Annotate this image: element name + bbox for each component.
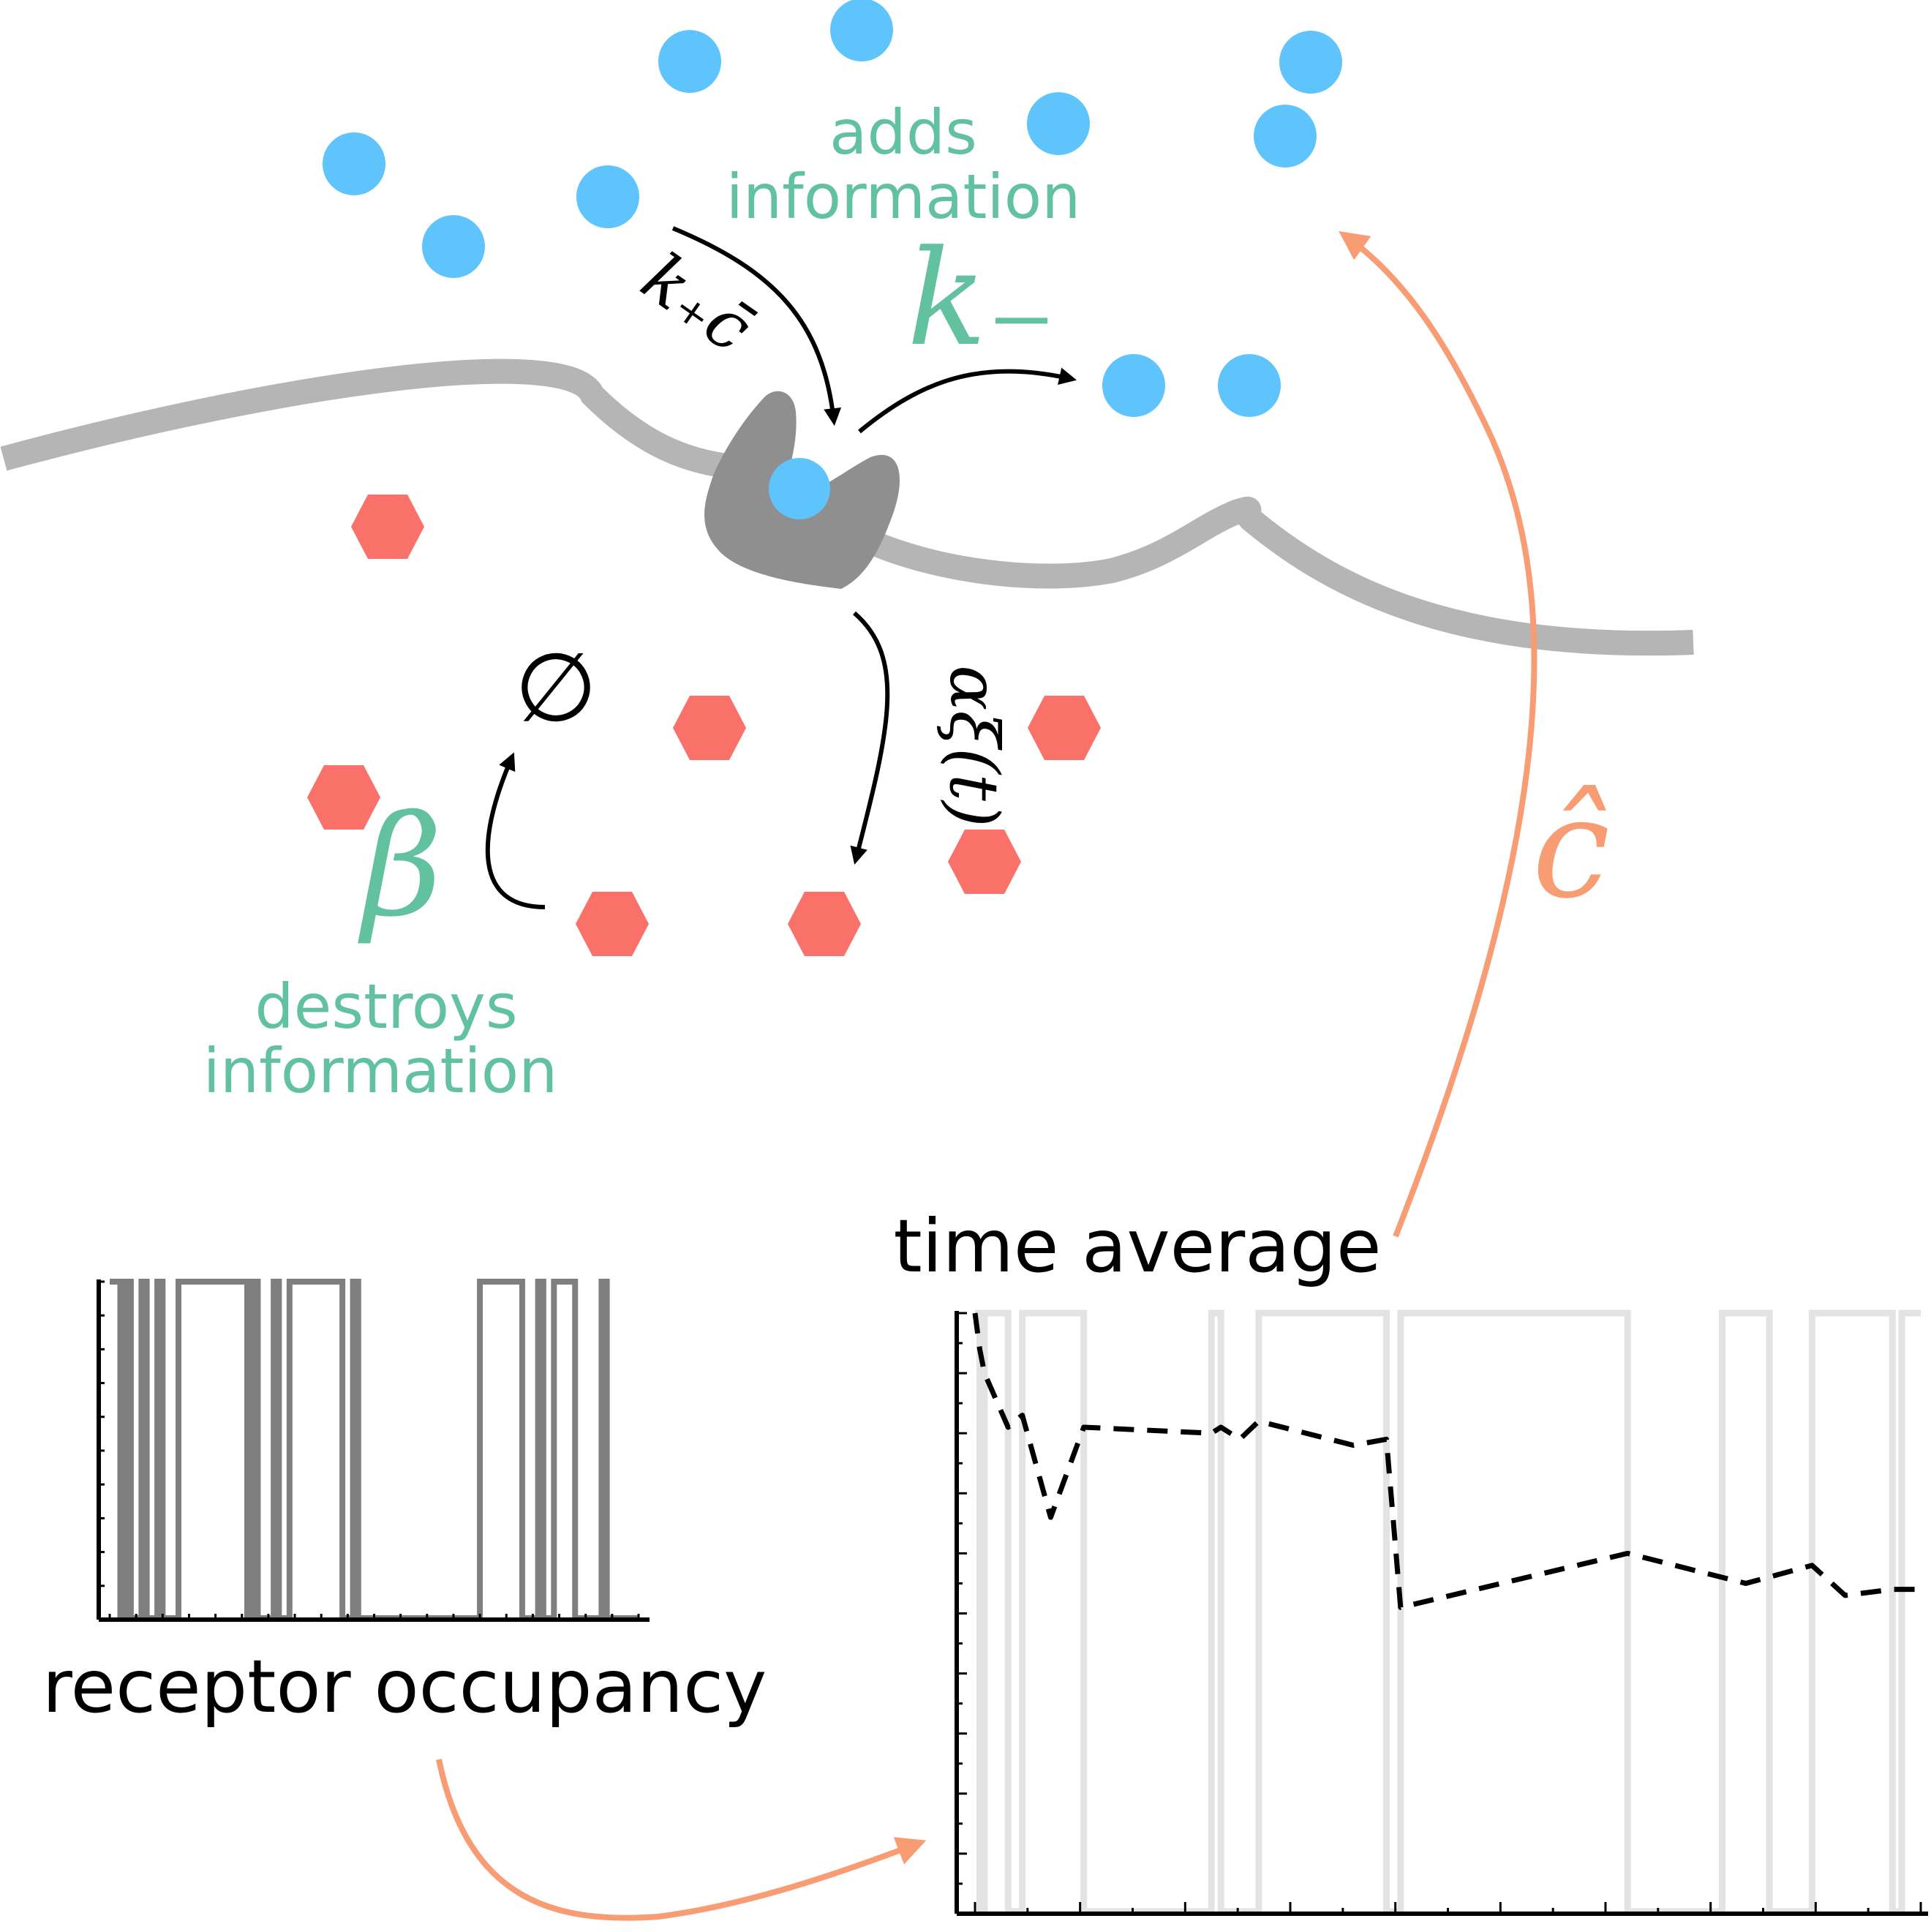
- molecule-hexagon: [1028, 696, 1101, 760]
- running-average-line: [972, 1312, 1921, 1610]
- ligand-dot: [1102, 354, 1165, 417]
- adds-information-label-bottom: information: [726, 161, 1081, 233]
- faded-occupancy-trace: [975, 1309, 1921, 1915]
- ligand-dot: [323, 132, 385, 195]
- production-arrow: [850, 611, 890, 865]
- molecule-hexagon: [788, 892, 861, 956]
- feedback-arrow: [1339, 231, 1537, 1238]
- ligand-dot: [576, 165, 639, 228]
- decay-arrow: [485, 752, 546, 909]
- destroys-information-label-top: destroys: [255, 971, 517, 1042]
- unbinding-arrow: [858, 367, 1077, 434]
- ligand-dot: [830, 0, 893, 61]
- production-noise-label: αξ(t): [935, 665, 1013, 827]
- molecule-hexagon: [673, 696, 746, 760]
- signaling-molecules: [307, 495, 1101, 956]
- cell-membrane: [0, 358, 1694, 656]
- time-average-chart: [955, 1309, 1928, 1916]
- averaging-arrow: [436, 1759, 927, 1921]
- time-average-label: time average: [893, 1203, 1381, 1289]
- ligand-dot: [1027, 92, 1090, 155]
- bound-ligand: [769, 458, 830, 519]
- adds-information-label-top: adds: [829, 97, 977, 168]
- receptor-occupancy-label: receptor occupancy: [42, 1644, 767, 1729]
- occupancy-step-line: [110, 1279, 639, 1621]
- ligand-molecules: [323, 0, 1342, 417]
- occupancy-chart: [97, 1279, 650, 1622]
- empty-set-label: ∅: [514, 632, 597, 743]
- molecule-hexagon: [307, 765, 380, 830]
- faded-step-line: [975, 1309, 1921, 1915]
- receptor: [704, 391, 900, 589]
- time-average-axes: [955, 1311, 1928, 1916]
- occupancy-trace: [110, 1279, 639, 1621]
- estimate-label: ĉ: [1532, 767, 1610, 929]
- molecule-hexagon: [948, 830, 1021, 894]
- ligand-dot: [1218, 354, 1281, 417]
- binding-rate-label: k₊c̄: [628, 238, 767, 368]
- running-average-dashed-line: [972, 1312, 1921, 1610]
- binding-arrow: [671, 226, 842, 426]
- decay-rate-label: β: [358, 786, 443, 947]
- occupancy-axes: [97, 1279, 650, 1622]
- molecule-hexagon: [351, 495, 424, 559]
- destroys-information-label-bottom: information: [203, 1035, 558, 1107]
- ligand-dot: [1254, 105, 1317, 168]
- ligand-dot: [658, 30, 721, 93]
- ligand-dot: [1279, 31, 1342, 94]
- unbinding-rate-label: k₋: [907, 222, 1056, 375]
- ligand-dot: [422, 215, 485, 278]
- molecule-hexagon: [576, 892, 649, 956]
